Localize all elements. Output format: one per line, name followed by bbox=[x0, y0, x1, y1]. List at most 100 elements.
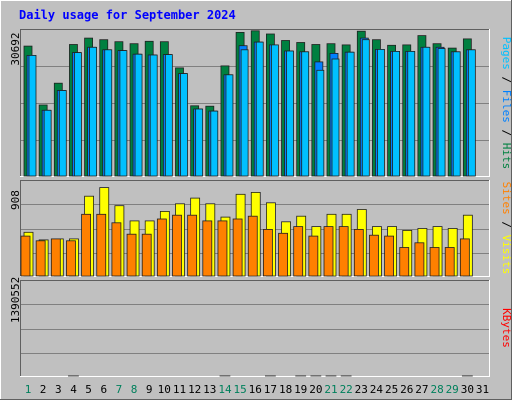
sites-bar bbox=[96, 213, 107, 277]
x-tick-label: 1 bbox=[25, 383, 32, 396]
visits-sites-max-tick-label: 908 bbox=[9, 190, 22, 210]
kbytes-max-tick-label: 1390552 bbox=[9, 277, 22, 323]
x-tick-label: 15 bbox=[233, 383, 246, 396]
sites-bar bbox=[35, 240, 46, 277]
x-tick-label: 3 bbox=[55, 383, 62, 396]
x-tick-label: 7 bbox=[116, 383, 123, 396]
sites-bar bbox=[247, 215, 258, 277]
x-tick-label: 22 bbox=[340, 383, 353, 396]
pages-bar bbox=[28, 55, 37, 177]
pages-bar bbox=[225, 74, 234, 177]
hits-files-pages-axis-label: Pages / Files / Hits bbox=[500, 37, 512, 170]
x-tick-label: 29 bbox=[446, 383, 459, 396]
pages-bar bbox=[255, 41, 264, 177]
pages-bar bbox=[58, 90, 67, 177]
sites-bar bbox=[66, 240, 76, 277]
kbytes-axis-label: KBytes bbox=[500, 308, 512, 348]
pages-bar bbox=[346, 51, 355, 177]
sites-bar bbox=[384, 235, 395, 277]
sites-bar bbox=[202, 220, 213, 277]
pages-bar bbox=[452, 51, 461, 177]
x-tick-label: 4 bbox=[70, 383, 77, 396]
pages-bar bbox=[467, 49, 476, 177]
sites-bar bbox=[50, 238, 61, 277]
visits-sites-bars bbox=[20, 187, 473, 277]
x-tick-label: 23 bbox=[355, 383, 368, 396]
sites-bar bbox=[323, 226, 334, 277]
x-tick-label: 14 bbox=[218, 383, 232, 396]
x-tick-label: 28 bbox=[430, 383, 443, 396]
x-tick-label: 31 bbox=[476, 383, 489, 396]
hits-files-pages-max-tick-label: 30692 bbox=[9, 32, 22, 65]
pages-bar bbox=[437, 48, 446, 177]
sites-bar bbox=[232, 218, 243, 277]
visits-sites-panel: 908 Sites / Visits bbox=[9, 180, 512, 277]
x-tick-label: 21 bbox=[324, 383, 337, 396]
sites-bar bbox=[353, 228, 364, 277]
x-tick-label: 20 bbox=[309, 383, 322, 396]
sites-bar bbox=[293, 226, 304, 277]
pages-bar bbox=[134, 53, 143, 177]
pages-bar bbox=[392, 51, 401, 177]
pages-bar bbox=[240, 49, 249, 177]
x-tick-label: 18 bbox=[279, 383, 292, 396]
hits-files-pages-bars bbox=[23, 30, 476, 177]
x-tick-label: 13 bbox=[203, 383, 216, 396]
x-tick-label: 11 bbox=[173, 383, 186, 396]
pages-bar bbox=[316, 69, 325, 177]
sites-bar bbox=[187, 214, 198, 277]
x-axis-day-labels: 1 2 3 4 5 6 7 8 9 10 11 12 13 14 15 16 17 18 19 20 21 22 23 24 2… bbox=[25, 383, 489, 396]
x-tick-label: 30 bbox=[461, 383, 474, 396]
pages-bar bbox=[74, 52, 82, 177]
pages-bar bbox=[301, 51, 310, 177]
pages-bar bbox=[89, 46, 97, 177]
chart-title: Daily usage for September 2024 bbox=[19, 8, 236, 22]
sites-bar bbox=[444, 247, 455, 277]
x-tick-label: 8 bbox=[131, 383, 138, 396]
pages-bar bbox=[164, 54, 173, 177]
pages-bar bbox=[407, 51, 416, 177]
hits-files-pages-panel: 30692 Pages / Files / Hits bbox=[9, 29, 512, 177]
pages-bar bbox=[195, 108, 204, 177]
sites-bar bbox=[278, 232, 288, 277]
visits-sites-axis-label: Sites / Visits bbox=[500, 182, 512, 275]
pages-bar bbox=[119, 50, 128, 177]
x-tick-label: 19 bbox=[294, 383, 307, 396]
sites-bar bbox=[81, 213, 91, 277]
x-tick-label: 24 bbox=[370, 383, 384, 396]
pages-bar bbox=[361, 39, 370, 177]
x-tick-label: 12 bbox=[188, 383, 201, 396]
x-tick-label: 27 bbox=[415, 383, 428, 396]
x-tick-label: 17 bbox=[264, 383, 277, 396]
sites-bar bbox=[141, 233, 152, 277]
sites-bar bbox=[429, 247, 440, 277]
x-tick-label: 16 bbox=[249, 383, 262, 396]
x-tick-label: 6 bbox=[100, 383, 107, 396]
sites-bar bbox=[20, 235, 31, 277]
x-tick-label: 25 bbox=[385, 383, 398, 396]
x-tick-label: 2 bbox=[40, 383, 47, 396]
x-tick-label: 5 bbox=[85, 383, 92, 396]
pages-bar bbox=[180, 73, 188, 177]
sites-bar bbox=[262, 228, 273, 277]
sites-bar bbox=[172, 214, 182, 277]
sites-bar bbox=[414, 242, 425, 277]
sites-bar bbox=[217, 220, 228, 277]
sites-bar bbox=[459, 238, 470, 277]
x-tick-label: 9 bbox=[146, 383, 153, 396]
pages-bar bbox=[377, 49, 385, 177]
sites-bar bbox=[399, 247, 410, 277]
sites-bar bbox=[338, 226, 349, 277]
pages-bar bbox=[270, 44, 279, 177]
pages-bar bbox=[104, 49, 113, 177]
kbytes-panel: 1390552 KBytes bbox=[9, 277, 512, 377]
sites-bar bbox=[308, 235, 319, 277]
pages-bar bbox=[422, 46, 431, 177]
pages-bar bbox=[286, 50, 294, 177]
pages-bar bbox=[331, 58, 340, 177]
pages-bar bbox=[149, 54, 158, 177]
sites-bar bbox=[126, 233, 137, 277]
pages-bar bbox=[43, 109, 52, 177]
x-tick-label: 10 bbox=[158, 383, 171, 396]
